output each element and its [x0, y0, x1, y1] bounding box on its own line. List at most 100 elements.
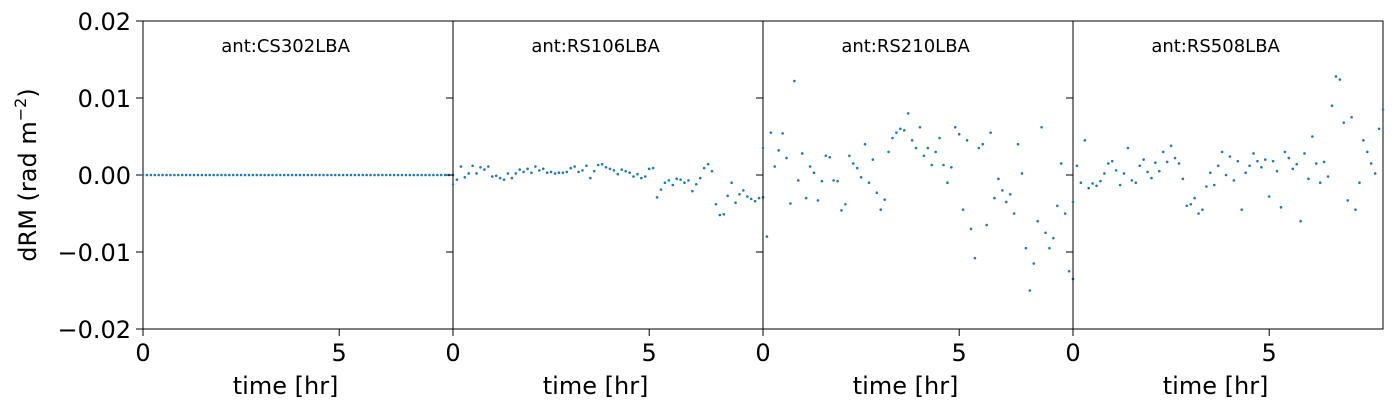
data-point	[938, 136, 941, 140]
data-point	[384, 173, 388, 177]
data-point	[997, 177, 1000, 181]
data-point	[812, 171, 816, 174]
data-point	[1099, 179, 1102, 183]
data-point	[1052, 236, 1055, 240]
data-point	[667, 179, 671, 182]
data-point	[145, 173, 149, 177]
y-axis-label: dRM (rad m−2)	[11, 88, 42, 261]
data-point	[224, 173, 227, 177]
x-tick-label: 5	[332, 339, 347, 367]
data-point	[298, 173, 302, 177]
data-point	[451, 182, 455, 186]
data-point	[1087, 186, 1090, 190]
data-point	[820, 179, 824, 183]
data-point	[518, 168, 522, 171]
data-point	[204, 173, 208, 177]
data-point	[475, 172, 478, 175]
data-point	[1146, 170, 1149, 174]
data-point	[706, 162, 710, 166]
data-point	[294, 173, 298, 177]
data-point	[479, 166, 482, 169]
data-point	[926, 146, 930, 150]
data-point	[734, 201, 737, 205]
data-point	[1103, 172, 1106, 175]
data-point	[902, 129, 906, 132]
data-point	[157, 173, 160, 177]
data-point	[922, 154, 926, 158]
data-point	[1028, 289, 1032, 292]
data-point	[522, 170, 525, 174]
data-point	[694, 182, 698, 186]
data-point	[1161, 150, 1165, 154]
data-point	[942, 163, 945, 167]
data-point	[471, 164, 474, 168]
x-tick-label: 0	[1065, 339, 1080, 367]
data-point	[1126, 146, 1130, 150]
data-point	[1232, 179, 1236, 182]
data-point	[910, 139, 914, 142]
data-point	[420, 173, 423, 177]
data-point	[1110, 159, 1114, 163]
data-point	[184, 173, 188, 177]
data-point	[836, 179, 839, 183]
panel-title: ant:RS106LBA	[531, 36, 660, 57]
data-point	[981, 142, 985, 146]
data-point	[553, 172, 557, 175]
data-point	[1165, 160, 1169, 164]
data-point	[887, 150, 890, 154]
panel-title: ant:CS302LBA	[221, 36, 350, 57]
data-point	[153, 173, 157, 177]
data-point	[855, 166, 859, 170]
data-point	[1369, 162, 1373, 165]
data-point	[1185, 204, 1189, 208]
data-point	[1036, 219, 1039, 223]
data-point	[895, 131, 898, 134]
data-point	[691, 189, 694, 193]
data-point	[1260, 166, 1263, 169]
y-tick-label: 0.00	[78, 162, 131, 190]
data-point	[1346, 199, 1349, 202]
data-point	[832, 179, 835, 182]
data-point	[612, 169, 616, 172]
data-point	[797, 179, 800, 182]
data-point	[1158, 169, 1161, 173]
panels: 0 5 time [hr] ant:CS302LBA 0 5 time [hr] ant:RS…	[135, 20, 1385, 400]
x-tick-label: 5	[1262, 339, 1277, 367]
data-point	[1299, 219, 1302, 223]
data-point	[742, 189, 745, 192]
data-point	[1224, 173, 1228, 177]
data-point	[1287, 156, 1291, 160]
data-point	[1004, 200, 1008, 204]
data-point	[1358, 181, 1361, 184]
data-point	[306, 173, 310, 177]
data-point	[538, 169, 541, 172]
data-point	[510, 176, 514, 180]
x-tick-label: 0	[755, 339, 770, 367]
data-point	[1295, 162, 1298, 166]
x-axis-label: time [hr]	[1163, 372, 1269, 400]
data-point	[483, 168, 486, 171]
x-tick-label: 0	[445, 339, 460, 367]
data-point	[1177, 162, 1181, 165]
data-point	[514, 172, 518, 175]
data-point	[424, 173, 427, 177]
data-point	[1091, 182, 1094, 185]
data-point	[973, 256, 977, 260]
data-point	[188, 173, 192, 177]
data-point	[863, 142, 867, 146]
data-point	[463, 176, 467, 179]
data-point	[624, 169, 627, 173]
data-point	[377, 173, 380, 177]
data-point	[965, 139, 969, 142]
data-point	[1342, 121, 1346, 124]
data-point	[906, 112, 910, 115]
data-point	[577, 170, 580, 174]
data-point	[871, 158, 875, 161]
data-point	[946, 181, 949, 184]
data-point	[953, 125, 957, 129]
x-tick-label: 0	[135, 339, 150, 367]
data-point	[341, 173, 345, 177]
data-point	[1318, 181, 1322, 184]
data-point	[679, 178, 682, 181]
data-point	[1283, 150, 1287, 154]
